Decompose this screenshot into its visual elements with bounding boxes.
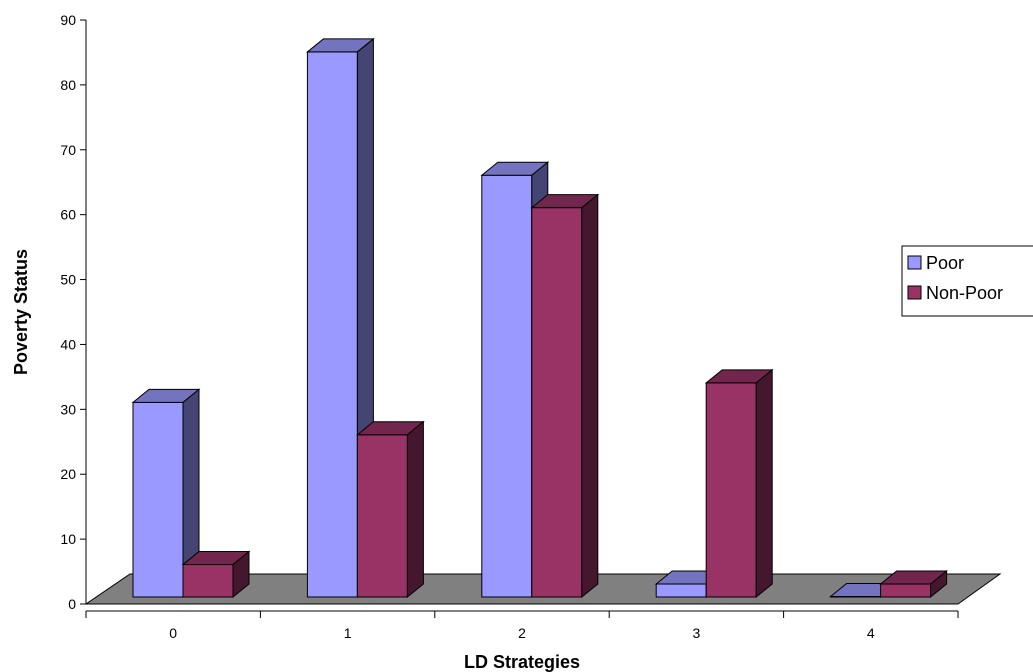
bar-front — [481, 174, 533, 598]
bar-front — [531, 207, 583, 598]
y-tick-label: 0 — [68, 596, 76, 612]
legend: Poor Non-Poor — [901, 245, 1033, 317]
bar-front — [655, 583, 707, 598]
bar-front — [306, 51, 358, 598]
bar-side — [406, 420, 424, 599]
bar-side — [581, 193, 599, 599]
bar-side — [930, 569, 948, 599]
legend-swatch — [907, 285, 922, 300]
chart-axes — [80, 19, 959, 618]
bar-side — [755, 368, 773, 599]
y-tick-label: 60 — [60, 207, 76, 223]
x-tick-label: 3 — [693, 625, 701, 641]
x-tick-label: 4 — [867, 625, 875, 641]
bar — [355, 420, 425, 599]
y-axis-title: Poverty Status — [11, 249, 31, 375]
bar-front — [705, 382, 757, 598]
tick-labels: 0 10 20 30 40 50 60 70 80 90 0 1 2 3 4 — [60, 12, 874, 641]
bar — [879, 569, 949, 599]
x-tick-label: 0 — [169, 625, 177, 641]
x-tick-label: 1 — [344, 625, 352, 641]
y-tick-label: 80 — [60, 77, 76, 93]
bar — [704, 368, 774, 599]
y-tick-label: 10 — [60, 531, 76, 547]
y-tick-label: 40 — [60, 336, 76, 352]
legend-label: Non-Poor — [926, 283, 1003, 303]
x-tick-label: 2 — [518, 625, 526, 641]
legend-box — [901, 245, 1033, 317]
x-axis-title: LD Strategies — [464, 652, 580, 672]
bar-side — [232, 550, 250, 599]
y-tick-label: 90 — [60, 12, 76, 28]
legend-label: Poor — [926, 253, 964, 273]
y-tick-label: 30 — [60, 401, 76, 417]
chart-bars — [131, 37, 949, 599]
bar — [131, 388, 201, 599]
bar — [530, 193, 600, 599]
y-tick-label: 20 — [60, 466, 76, 482]
y-tick-label: 50 — [60, 272, 76, 288]
bar — [181, 550, 251, 599]
bar-front — [132, 401, 184, 598]
legend-swatch — [907, 255, 922, 270]
bar-front — [880, 583, 932, 598]
bar-front — [182, 564, 234, 598]
bar-front — [356, 434, 408, 598]
y-tick-label: 70 — [60, 142, 76, 158]
